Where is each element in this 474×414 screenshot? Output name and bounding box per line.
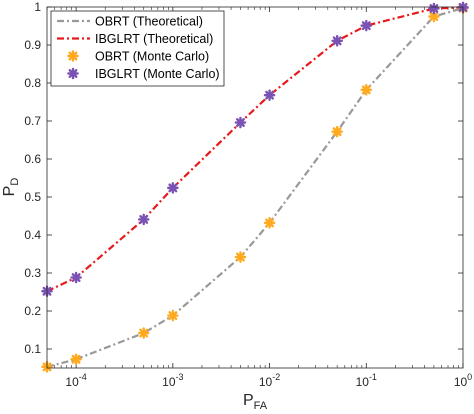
x-tick-label-exponent: -1 [369,372,377,382]
data-point [137,327,150,339]
y-axis-label: PD [1,178,21,197]
x-tick-label: 10-1 [356,372,377,389]
legend-marker-swatch [67,50,79,62]
x-tick-label-base: 10 [65,375,79,389]
data-point [70,271,82,284]
marker-core [141,217,146,222]
x-tick-label: 10-4 [65,372,86,389]
marker-core [70,53,76,59]
marker-core [267,92,272,98]
marker-core [73,275,79,280]
marker-core [73,357,79,362]
marker-core [238,120,243,125]
data-point [70,353,82,366]
y-tick-label: 0.5 [24,190,41,204]
x-tick-label: 10-2 [259,372,280,389]
x-tick-label-exponent: -2 [272,372,280,382]
data-point [234,251,247,263]
data-point [331,125,343,138]
data-point [167,182,179,194]
legend-entry: IBGLRT (Monte Carlo) [95,67,220,81]
legend: OBRT (Theoretical) IBGLRT (Theoretical) OB… [50,10,225,87]
x-tick-label-base: 10 [356,375,370,389]
y-tick-label: 1 [34,0,41,14]
data-point [263,217,276,229]
x-tick-label-exponent: -3 [176,372,184,382]
data-point [360,84,373,96]
data-point [137,213,150,226]
y-axis-label-main: P [1,186,18,197]
marker-core [267,220,272,226]
marker-core [431,6,437,11]
marker-core [70,71,76,76]
data-point [331,35,343,47]
y-tick-label: 0.1 [24,342,41,356]
y-tick-label: 0.3 [24,266,41,280]
tick-labels: 10-4 10-3 10-2 10-1 1000.10.20.30.40.50.60.7… [24,0,472,389]
x-tick-label-base: 10 [454,375,468,389]
marker-core [431,14,437,19]
y-tick-label: 0.9 [24,38,41,52]
y-tick-label: 0.4 [24,228,41,242]
marker-core [141,330,146,336]
series-lines [46,6,464,368]
x-tick-label-exponent: 0 [467,372,472,382]
series-markers [41,1,469,373]
series-line-obrt-theoretical [46,7,464,368]
data-point [428,2,440,15]
x-tick-label-base: 10 [259,375,273,389]
y-tick-label: 0.8 [24,76,41,90]
y-tick-label: 0.6 [24,152,41,166]
legend-entry: OBRT (Theoretical) [95,15,203,29]
marker-core [238,254,243,260]
x-tick-label: 10-3 [162,372,183,389]
x-tick-label: 100 [454,372,472,389]
data-point [234,116,247,129]
legend-box [50,10,225,87]
x-axis-label: PFA [243,392,268,412]
marker-core [170,313,176,318]
x-tick-label-exponent: -4 [79,372,87,382]
marker-core [364,87,369,93]
legend-marker-swatch [67,67,79,80]
y-tick-label: 0.2 [24,304,41,318]
x-tick-label-base: 10 [162,375,176,389]
x-axis-label-sub: FA [254,400,268,412]
plot-frame [46,6,464,369]
data-point [167,309,179,322]
marker-core [364,23,369,28]
marker-core [334,38,340,44]
series-line-ibglrt-theoretical [46,6,464,293]
legend-entry: OBRT (Monte Carlo) [95,50,209,64]
y-tick-label: 0.7 [24,114,41,128]
y-axis-label-sub: D [9,178,21,186]
marker-core [170,185,176,191]
data-point [360,19,373,32]
legend-entry: IBGLRT (Theoretical) [95,32,213,46]
marker-core [334,129,340,134]
data-point [263,89,276,101]
x-axis-label-main: P [243,392,254,409]
